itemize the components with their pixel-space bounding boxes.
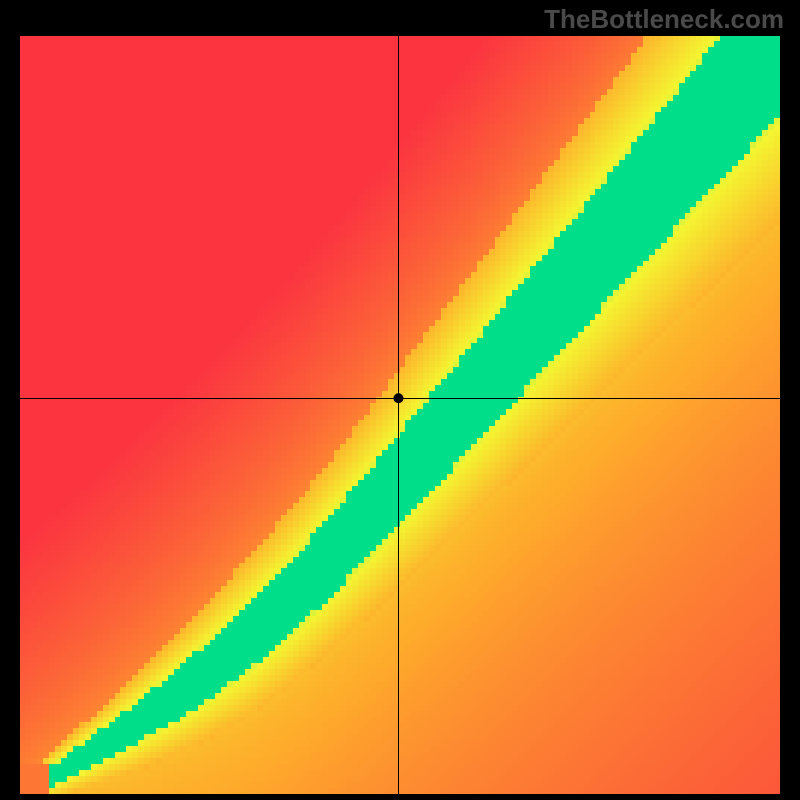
watermark-text: TheBottleneck.com <box>544 4 784 35</box>
chart-container: TheBottleneck.com <box>0 0 800 800</box>
bottleneck-heatmap <box>20 36 780 794</box>
